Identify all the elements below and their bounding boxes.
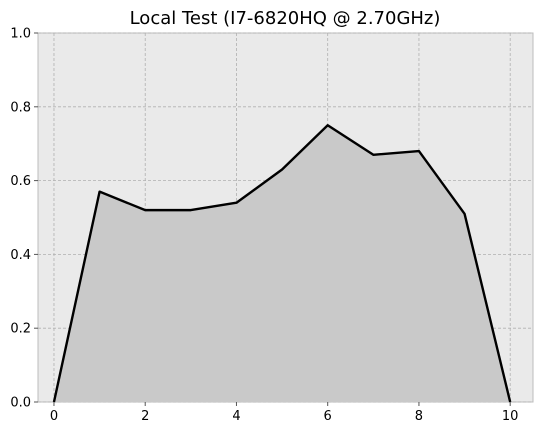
y-tick-label: 0.4 — [10, 248, 31, 263]
series-line — [52, 124, 512, 403]
series-area-fill — [53, 125, 511, 402]
x-tick-label: 2 — [141, 409, 149, 424]
x-tick-label: 4 — [232, 409, 240, 424]
y-tick-label: 1.0 — [10, 27, 31, 42]
series — [52, 124, 512, 403]
y-tick-label: 0.0 — [10, 396, 31, 411]
y-tick-label: 0.8 — [10, 100, 31, 115]
x-tick-label: 10 — [502, 409, 519, 424]
y-tick-label: 0.2 — [10, 322, 31, 337]
x-tick-label: 8 — [415, 409, 423, 424]
ticks: 0 2 4 6 8 10 0.0 0.2 0.4 0.6 0.8 1.0 — [10, 27, 518, 425]
chart-title: Local Test (I7-6820HQ @ 2.70GHz) — [130, 8, 441, 29]
x-tick-label: 0 — [50, 409, 58, 424]
y-tick-label: 0.6 — [10, 174, 31, 189]
x-tick-label: 6 — [324, 409, 332, 424]
